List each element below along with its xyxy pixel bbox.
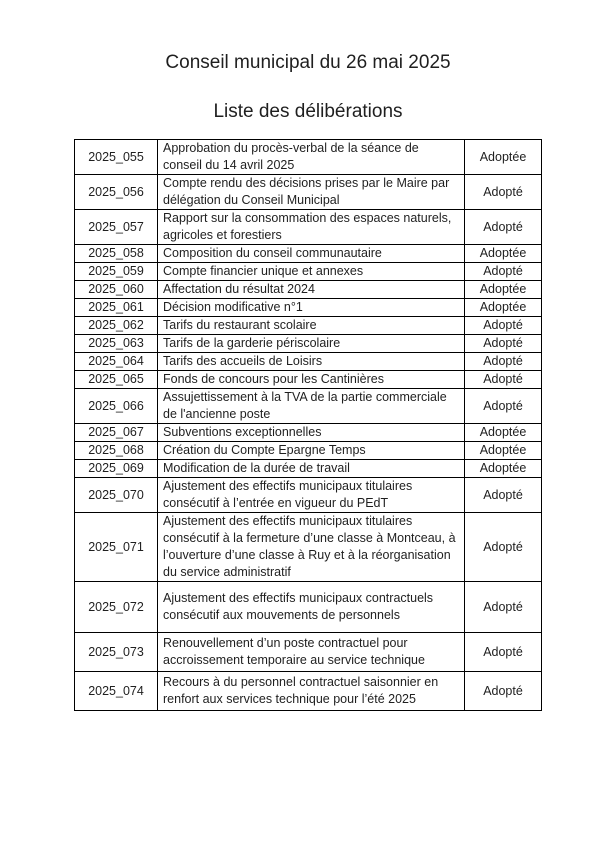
deliberation-title: Recours à du personnel contractuel saiso… [157,671,465,711]
deliberation-title: Ajustement des effectifs municipaux titu… [157,477,465,513]
deliberation-title: Approbation du procès-verbal de la séanc… [157,139,465,175]
table-row: 2025_061 Décision modificative n°1 Adopt… [74,298,542,317]
deliberation-id: 2025_060 [74,280,158,299]
deliberation-status: Adopté [464,262,542,281]
deliberation-status: Adopté [464,581,542,633]
deliberation-id: 2025_058 [74,244,158,263]
table-row: 2025_055 Approbation du procès-verbal de… [74,139,542,175]
table-row: 2025_067 Subventions exceptionnelles Ado… [74,423,542,442]
deliberation-status: Adopté [464,174,542,210]
table-row: 2025_057 Rapport sur la consommation des… [74,209,542,245]
deliberation-title: Modification de la durée de travail [157,459,465,478]
deliberation-status: Adopté [464,316,542,335]
deliberation-id: 2025_066 [74,388,158,424]
deliberation-title: Composition du conseil communautaire [157,244,465,263]
deliberation-id: 2025_073 [74,632,158,672]
deliberation-title: Renouvellement d’un poste contractuel po… [157,632,465,672]
deliberation-id: 2025_056 [74,174,158,210]
deliberation-title: Subventions exceptionnelles [157,423,465,442]
table-row: 2025_069 Modification de la durée de tra… [74,459,542,478]
table-row: 2025_070 Ajustement des effectifs munici… [74,477,542,513]
deliberation-status: Adopté [464,370,542,389]
deliberation-id: 2025_055 [74,139,158,175]
page-subtitle: Liste des délibérations [213,101,403,122]
deliberation-id: 2025_068 [74,441,158,460]
deliberation-id: 2025_074 [74,671,158,711]
deliberations-table-body: 2025_055 Approbation du procès-verbal de… [74,139,542,711]
table-row: 2025_065 Fonds de concours pour les Cant… [74,370,542,389]
deliberation-title: Compte rendu des décisions prises par le… [157,174,465,210]
deliberation-status: Adoptée [464,298,542,317]
deliberation-id: 2025_067 [74,423,158,442]
deliberation-status: Adoptée [464,280,542,299]
deliberation-status: Adoptée [464,244,542,263]
deliberation-title: Compte financier unique et annexes [157,262,465,281]
deliberation-status: Adoptée [464,423,542,442]
deliberation-title: Assujettissement à la TVA de la partie c… [157,388,465,424]
deliberation-id: 2025_072 [74,581,158,633]
deliberation-title: Tarifs des accueils de Loisirs [157,352,465,371]
deliberation-status: Adopté [464,352,542,371]
deliberation-status: Adoptée [464,139,542,175]
deliberation-status: Adoptée [464,441,542,460]
deliberation-id: 2025_065 [74,370,158,389]
table-row: 2025_058 Composition du conseil communau… [74,244,542,263]
page-title: Conseil municipal du 26 mai 2025 [165,52,451,73]
table-row: 2025_074 Recours à du personnel contract… [74,671,542,711]
deliberation-title: Fonds de concours pour les Cantinières [157,370,465,389]
deliberation-id: 2025_061 [74,298,158,317]
deliberation-id: 2025_064 [74,352,158,371]
deliberation-status: Adopté [464,512,542,582]
table-row: 2025_059 Compte financier unique et anne… [74,262,542,281]
table-row: 2025_063 Tarifs de la garderie périscola… [74,334,542,353]
table-row: 2025_072 Ajustement des effectifs munici… [74,581,542,633]
deliberation-id: 2025_063 [74,334,158,353]
table-row: 2025_064 Tarifs des accueils de Loisirs … [74,352,542,371]
deliberation-id: 2025_071 [74,512,158,582]
deliberation-status: Adoptée [464,459,542,478]
deliberation-status: Adopté [464,388,542,424]
deliberation-title: Ajustement des effectifs municipaux cont… [157,581,465,633]
table-row: 2025_060 Affectation du résultat 2024 Ad… [74,280,542,299]
document-page: Conseil municipal du 26 mai 2025 Liste d… [0,52,616,858]
deliberation-title: Tarifs de la garderie périscolaire [157,334,465,353]
deliberations-table: 2025_055 Approbation du procès-verbal de… [74,139,542,711]
deliberation-title: Tarifs du restaurant scolaire [157,316,465,335]
deliberation-id: 2025_057 [74,209,158,245]
deliberation-title: Décision modificative n°1 [157,298,465,317]
deliberation-title: Création du Compte Epargne Temps [157,441,465,460]
table-row: 2025_073 Renouvellement d’un poste contr… [74,632,542,672]
deliberation-status: Adopté [464,477,542,513]
deliberation-status: Adopté [464,334,542,353]
deliberation-title: Affectation du résultat 2024 [157,280,465,299]
deliberation-status: Adopté [464,209,542,245]
table-row: 2025_056 Compte rendu des décisions pris… [74,174,542,210]
deliberation-title: Rapport sur la consommation des espaces … [157,209,465,245]
deliberation-status: Adopté [464,632,542,672]
deliberation-id: 2025_062 [74,316,158,335]
deliberation-id: 2025_059 [74,262,158,281]
table-row: 2025_062 Tarifs du restaurant scolaire A… [74,316,542,335]
table-row: 2025_066 Assujettissement à la TVA de la… [74,388,542,424]
deliberation-title: Ajustement des effectifs municipaux titu… [157,512,465,582]
deliberation-id: 2025_069 [74,459,158,478]
deliberation-status: Adopté [464,671,542,711]
table-row: 2025_071 Ajustement des effectifs munici… [74,512,542,582]
deliberation-id: 2025_070 [74,477,158,513]
table-row: 2025_068 Création du Compte Epargne Temp… [74,441,542,460]
